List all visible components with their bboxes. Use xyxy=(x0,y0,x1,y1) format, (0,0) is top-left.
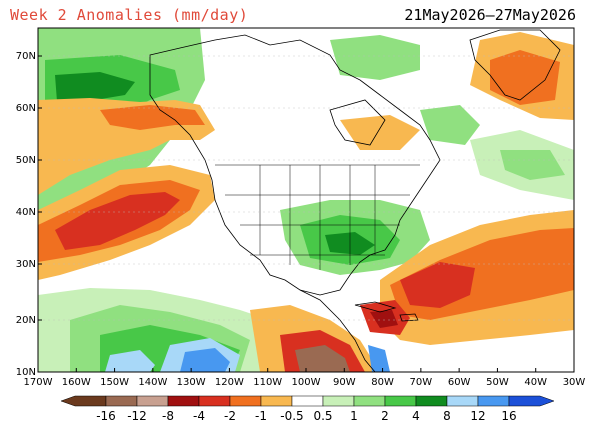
lon-label: 130W xyxy=(177,377,206,388)
coastline-greenland xyxy=(469,29,561,101)
colorbar-swatch xyxy=(136,395,169,407)
wet-spot-panama xyxy=(368,345,390,372)
map-title: Week 2 Anomalies (mm/day) xyxy=(10,6,249,24)
colorbar: -16 -12 -8 -4 -2 -1 -0.5 0.5 1 2 4 8 12 16 xyxy=(60,395,555,423)
anomaly-fields xyxy=(38,28,574,372)
coastline-north-america xyxy=(149,34,441,296)
colorbar-label: -2 xyxy=(224,409,236,423)
wet-band-tropical-deepblue xyxy=(180,348,230,372)
colorbar-swatch xyxy=(322,395,355,407)
colorbar-swatch xyxy=(229,395,262,407)
lon-label: 150W xyxy=(100,377,129,388)
colorbar-label: -0.5 xyxy=(280,409,303,423)
colorbar-swatch xyxy=(477,395,510,407)
lat-label: 50N xyxy=(16,155,36,166)
lon-label: 60W xyxy=(448,377,471,388)
colorbar-swatch xyxy=(105,395,138,407)
lon-label: 50W xyxy=(486,377,509,388)
coastline-cuba xyxy=(354,301,397,313)
lon-label: 70W xyxy=(410,377,433,388)
wet-spot-westpac xyxy=(105,350,155,372)
lat-label: 70N xyxy=(16,51,36,62)
colorbar-swatch xyxy=(446,395,479,407)
graticule xyxy=(38,55,574,321)
colorbar-swatch xyxy=(167,395,200,407)
colorbar-label: 0.5 xyxy=(313,409,332,423)
colorbar-label: 4 xyxy=(412,409,420,423)
dry-region-hudson xyxy=(340,115,420,150)
colorbar-label: 16 xyxy=(501,409,516,423)
colorbar-label: -16 xyxy=(96,409,116,423)
wet-region-labrador xyxy=(420,105,480,145)
lon-label: 140W xyxy=(138,377,167,388)
coastline-hudson-bay xyxy=(329,99,386,146)
date-range: 21May2026–27May2026 xyxy=(404,6,576,24)
colorbar-swatch xyxy=(415,395,448,407)
colorbar-label: 8 xyxy=(443,409,451,423)
colorbar-label: -8 xyxy=(162,409,174,423)
lon-label: 80W xyxy=(371,377,394,388)
wet-region-arctic xyxy=(330,35,420,80)
dry-region-greenland-core xyxy=(490,50,560,105)
lat-label: 30N xyxy=(16,259,36,270)
wet-region-natlantic-core xyxy=(500,150,565,180)
colorbar-swatch xyxy=(508,395,555,407)
us-state-lines xyxy=(215,164,420,270)
colorbar-swatch xyxy=(384,395,417,407)
lat-label: 10N xyxy=(16,367,36,378)
colorbar-swatch xyxy=(260,395,293,407)
colorbar-label: 1 xyxy=(350,409,358,423)
lat-label: 60N xyxy=(16,103,36,114)
lon-label: 100W xyxy=(292,377,321,388)
colorbar-swatch xyxy=(198,395,231,407)
dry-region-mexico-core xyxy=(295,345,350,372)
colorbar-swatch xyxy=(60,395,107,407)
colorbar-swatch xyxy=(291,395,324,407)
colorbar-label: 2 xyxy=(381,409,389,423)
dry-region-cpacific-core xyxy=(55,192,180,250)
lon-label: 90W xyxy=(333,377,356,388)
coastlines xyxy=(149,29,561,372)
latitude-labels: 70N 60N 50N 40N 30N 20N 10N xyxy=(16,51,42,378)
dry-region-caribbean-dark xyxy=(370,310,398,328)
dry-region-atlantic-core xyxy=(400,262,475,308)
colorbar-label: -1 xyxy=(255,409,267,423)
colorbar-label: -12 xyxy=(127,409,147,423)
lon-label: 160W xyxy=(62,377,91,388)
longitude-labels: 170W 160W 150W 140W 130W 120W 110W 100W 90W 80W 70… xyxy=(24,368,586,388)
lat-label: 20N xyxy=(16,315,36,326)
colorbar-swatch xyxy=(353,395,386,407)
lon-label: 120W xyxy=(215,377,244,388)
lat-label: 40N xyxy=(16,207,36,218)
lon-label: 40W xyxy=(524,377,547,388)
lon-label: 170W xyxy=(24,377,53,388)
colorbar-label: 12 xyxy=(470,409,485,423)
lon-label: 110W xyxy=(253,377,282,388)
lon-label: 30W xyxy=(563,377,586,388)
coastline-central-america xyxy=(299,289,376,372)
colorbar-label: -4 xyxy=(193,409,205,423)
